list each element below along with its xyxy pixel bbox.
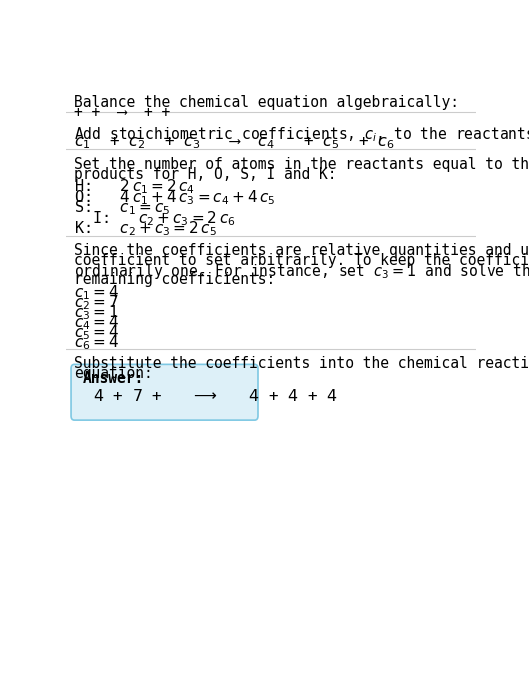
Text: $c_2 = 7$: $c_2 = 7$: [74, 294, 119, 312]
Text: products for H, O, S, I and K:: products for H, O, S, I and K:: [74, 167, 337, 182]
Text: ordinarily one. For instance, set $c_3 = 1$ and solve the system of equations fo: ordinarily one. For instance, set $c_3 =…: [74, 262, 529, 281]
Text: Substitute the coefficients into the chemical reaction to obtain the balanced: Substitute the coefficients into the che…: [74, 357, 529, 372]
Text: $c_6 = 4$: $c_6 = 4$: [74, 333, 120, 352]
Text: $c_3 = 1$: $c_3 = 1$: [74, 303, 119, 322]
Text: $c_1$  + $c_2$  + $c_3$   ⟶  $c_4$   + $c_5$  + $c_6$: $c_1$ + $c_2$ + $c_3$ ⟶ $c_4$ + $c_5$ + …: [74, 136, 395, 152]
Text: $c_5 = 4$: $c_5 = 4$: [74, 323, 120, 342]
Text: K:   $c_2 + c_3 = 2\,c_5$: K: $c_2 + c_3 = 2\,c_5$: [74, 220, 217, 238]
Text: Since the coefficients are relative quantities and underdetermined, choose a: Since the coefficients are relative quan…: [74, 243, 529, 258]
Text: H:   $2\,c_1 = 2\,c_4$: H: $2\,c_1 = 2\,c_4$: [74, 178, 195, 197]
Text: $c_1 = 4$: $c_1 = 4$: [74, 283, 120, 302]
Text: O:   $4\,c_1 + 4\,c_3 = c_4 + 4\,c_5$: O: $4\,c_1 + 4\,c_3 = c_4 + 4\,c_5$: [74, 189, 276, 207]
Text: + +  ⟶  + +: + + ⟶ + +: [74, 104, 170, 120]
Text: Answer:: Answer:: [83, 372, 144, 386]
Text: $c_4 = 4$: $c_4 = 4$: [74, 313, 120, 332]
Text: remaining coefficients:: remaining coefficients:: [74, 272, 276, 287]
Text: equation:: equation:: [74, 366, 153, 381]
Text: coefficient to set arbitrarily. To keep the coefficients small, the arbitrary va: coefficient to set arbitrarily. To keep …: [74, 253, 529, 268]
Text: S:   $c_1 = c_5$: S: $c_1 = c_5$: [74, 199, 171, 217]
Text: $4$ + $7$ +   $\longrightarrow$   $4$ + $4$ + $4$: $4$ + $7$ + $\longrightarrow$ $4$ + $4$ …: [93, 388, 338, 404]
Text: Add stoichiometric coefficients, $c_i$, to the reactants and products:: Add stoichiometric coefficients, $c_i$, …: [74, 125, 529, 144]
Text: Balance the chemical equation algebraically:: Balance the chemical equation algebraica…: [74, 95, 459, 110]
Text: I:   $c_2 + c_3 = 2\,c_6$: I: $c_2 + c_3 = 2\,c_6$: [74, 209, 236, 228]
Text: Set the number of atoms in the reactants equal to the number of atoms in the: Set the number of atoms in the reactants…: [74, 157, 529, 172]
FancyBboxPatch shape: [71, 364, 258, 420]
